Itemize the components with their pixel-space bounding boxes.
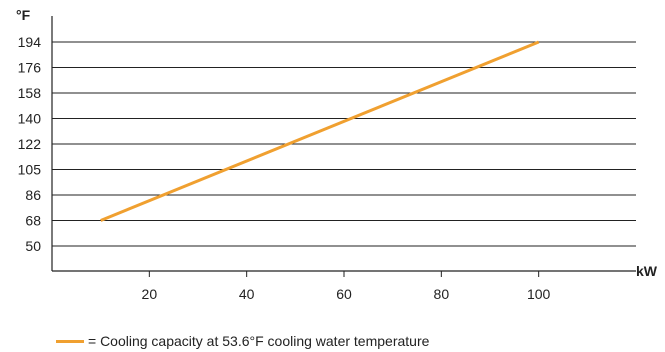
x-tick-label: 100 bbox=[527, 286, 551, 302]
legend: = Cooling capacity at 53.6°F cooling wat… bbox=[56, 330, 429, 352]
x-tick-labels: 20 40 60 80 100 bbox=[142, 286, 551, 302]
legend-line-swatch bbox=[56, 339, 84, 343]
y-axis-unit: °F bbox=[16, 7, 31, 23]
legend-text: = Cooling capacity at 53.6°F cooling wat… bbox=[88, 333, 430, 349]
series-line bbox=[100, 40, 540, 222]
y-tick-label: 140 bbox=[18, 111, 42, 127]
y-tick-label: 105 bbox=[18, 162, 42, 178]
x-tick-label: 60 bbox=[336, 286, 352, 302]
y-tick-label: 194 bbox=[18, 34, 42, 50]
y-tick-label: 68 bbox=[25, 213, 41, 229]
x-tick-label: 40 bbox=[239, 286, 255, 302]
x-tick-label: 20 bbox=[142, 286, 158, 302]
x-axis-unit: kW bbox=[636, 263, 658, 279]
grid-lines bbox=[52, 41, 636, 247]
y-tick-label: 158 bbox=[18, 85, 42, 101]
x-tick-label: 80 bbox=[434, 286, 450, 302]
series bbox=[100, 40, 540, 222]
y-tick-label: 122 bbox=[18, 136, 42, 152]
axes bbox=[51, 16, 636, 277]
y-tick-label: 86 bbox=[25, 187, 41, 203]
y-tick-label: 176 bbox=[18, 60, 42, 76]
y-tick-labels: 194 176 158 140 122 105 86 68 50 bbox=[18, 34, 42, 254]
y-tick-label: 50 bbox=[25, 238, 41, 254]
